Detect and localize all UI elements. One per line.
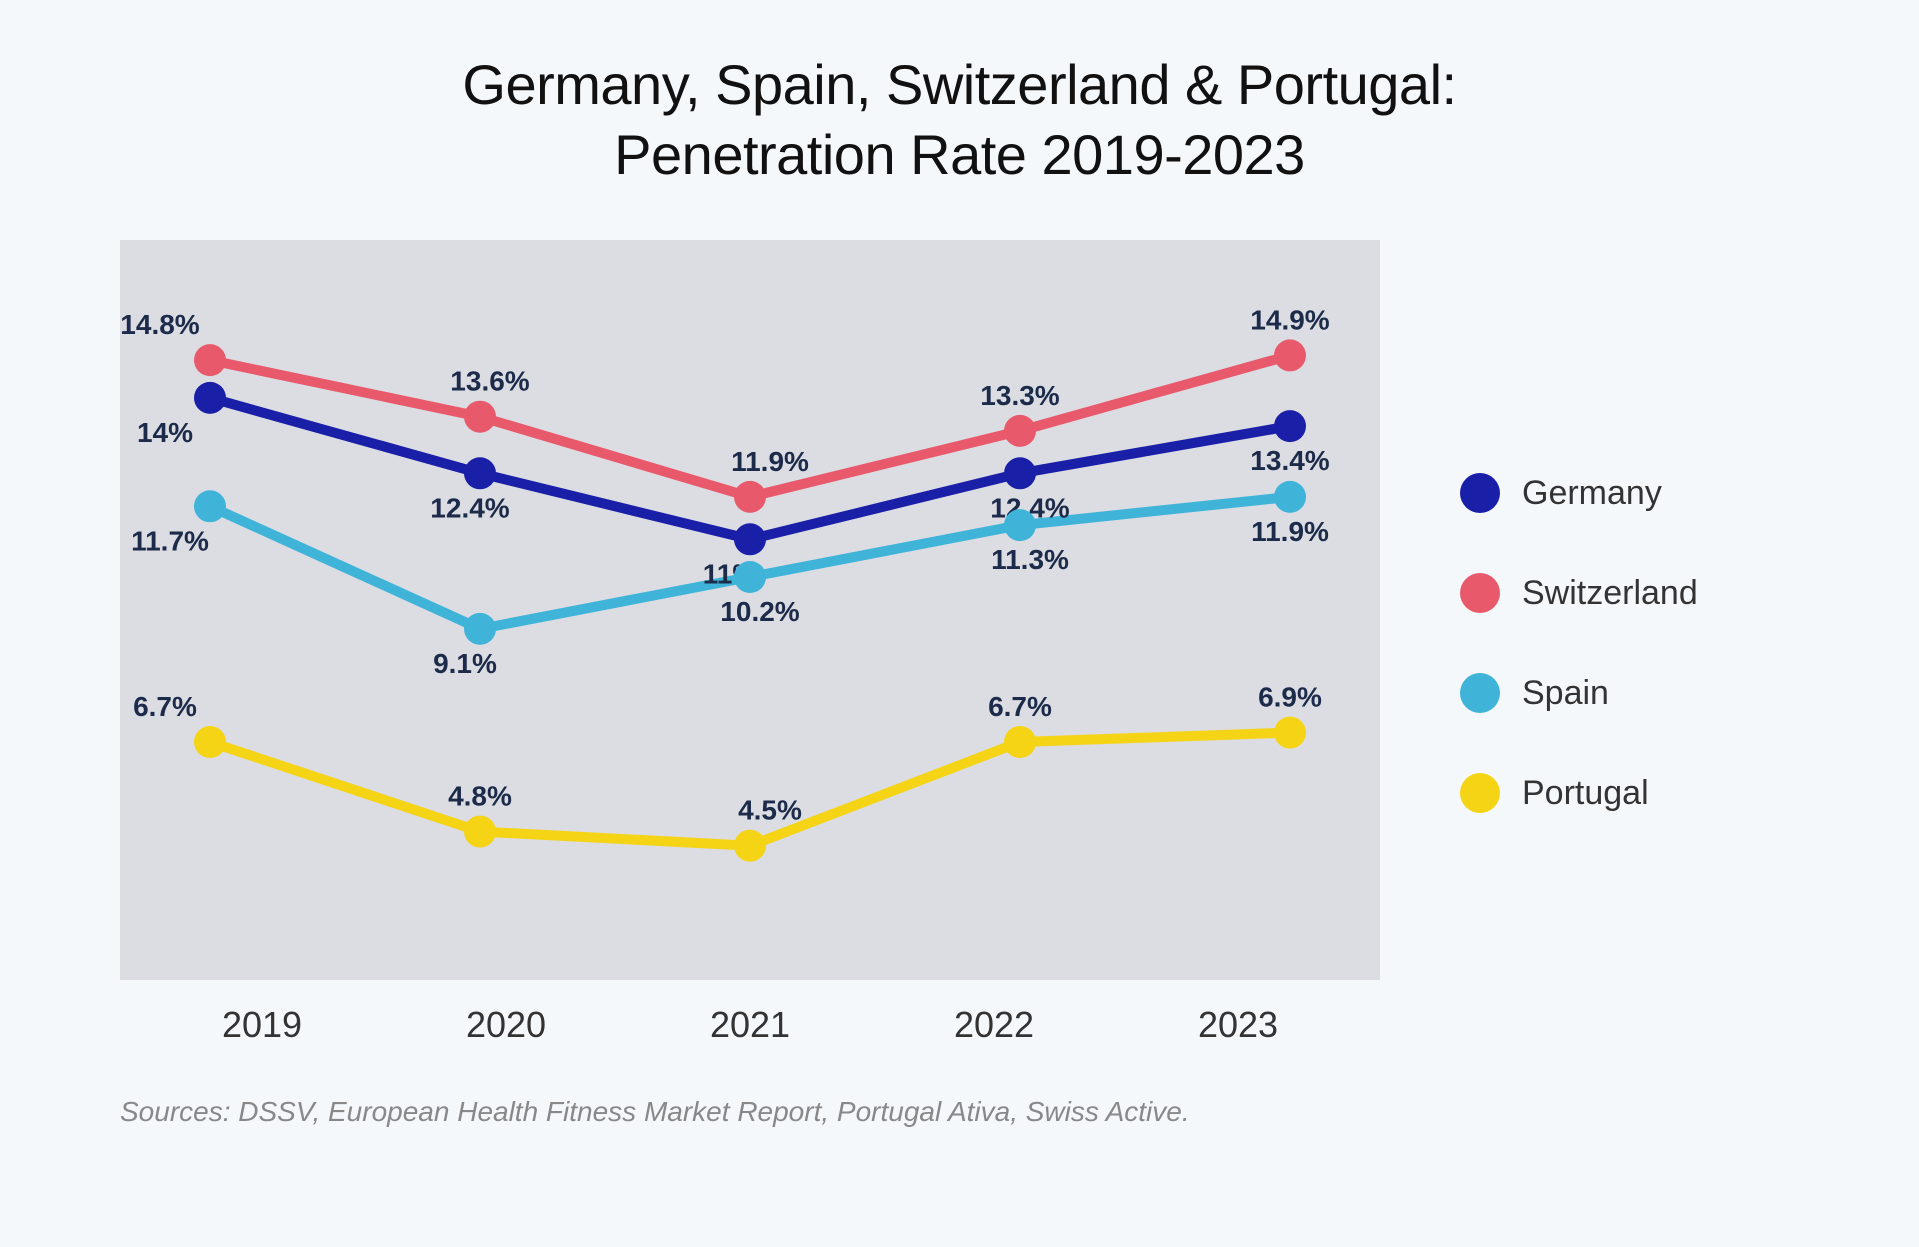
legend-label: Spain bbox=[1522, 674, 1609, 713]
data-point bbox=[194, 726, 226, 758]
chart-legend: Germany Switzerland Spain Portugal bbox=[1460, 473, 1698, 813]
legend-item-portugal: Portugal bbox=[1460, 773, 1698, 813]
data-point bbox=[464, 816, 496, 848]
data-label: 11.9% bbox=[731, 446, 809, 477]
data-label: 9.1% bbox=[433, 648, 497, 679]
data-label: 13.6% bbox=[450, 366, 529, 397]
data-label: 13.3% bbox=[980, 380, 1059, 411]
x-axis-tick: 2019 bbox=[140, 1004, 384, 1046]
legend-dot-icon bbox=[1460, 473, 1500, 513]
data-point bbox=[1274, 717, 1306, 749]
title-line-1: Germany, Spain, Switzerland & Portugal: bbox=[462, 53, 1456, 116]
data-point bbox=[194, 344, 226, 376]
legend-item-spain: Spain bbox=[1460, 673, 1698, 713]
legend-item-germany: Germany bbox=[1460, 473, 1698, 513]
data-label: 6.7% bbox=[988, 691, 1052, 722]
data-point bbox=[1274, 339, 1306, 371]
data-label: 6.7% bbox=[133, 691, 197, 722]
data-label: 11.9% bbox=[1251, 516, 1329, 547]
data-label: 4.5% bbox=[738, 795, 802, 826]
data-point bbox=[1274, 410, 1306, 442]
data-point bbox=[194, 382, 226, 414]
x-axis: 20192020202120222023 bbox=[120, 1004, 1380, 1046]
chart-plot-area: 14.8%13.6%11.9%13.3%14.9%14%12.4%11%12.4… bbox=[120, 240, 1380, 980]
data-point bbox=[1274, 481, 1306, 513]
data-label: 14.9% bbox=[1250, 304, 1329, 335]
data-point bbox=[1004, 415, 1036, 447]
legend-dot-icon bbox=[1460, 773, 1500, 813]
data-point bbox=[1004, 509, 1036, 541]
data-point bbox=[734, 523, 766, 555]
title-line-2: Penetration Rate 2019-2023 bbox=[614, 123, 1305, 186]
source-note: Sources: DSSV, European Health Fitness M… bbox=[120, 1096, 1799, 1128]
data-label: 14.8% bbox=[120, 309, 199, 340]
data-label: 14% bbox=[137, 417, 193, 448]
data-label: 10.2% bbox=[720, 596, 799, 627]
x-axis-tick: 2021 bbox=[628, 1004, 872, 1046]
data-point bbox=[1004, 457, 1036, 489]
chart-column: 14.8%13.6%11.9%13.3%14.9%14%12.4%11%12.4… bbox=[120, 240, 1380, 1046]
data-label: 13.4% bbox=[1250, 445, 1329, 476]
legend-label: Portugal bbox=[1522, 774, 1649, 813]
legend-label: Germany bbox=[1522, 474, 1662, 513]
data-label: 11.7% bbox=[131, 525, 209, 556]
data-point bbox=[734, 561, 766, 593]
legend-label: Switzerland bbox=[1522, 574, 1698, 613]
legend-dot-icon bbox=[1460, 573, 1500, 613]
x-axis-tick: 2020 bbox=[384, 1004, 628, 1046]
data-point bbox=[734, 830, 766, 862]
data-label: 4.8% bbox=[448, 781, 512, 812]
legend-dot-icon bbox=[1460, 673, 1500, 713]
data-point bbox=[734, 481, 766, 513]
legend-item-switzerland: Switzerland bbox=[1460, 573, 1698, 613]
line-chart-svg: 14.8%13.6%11.9%13.3%14.9%14%12.4%11%12.4… bbox=[120, 240, 1380, 980]
data-point bbox=[464, 457, 496, 489]
data-label: 6.9% bbox=[1258, 682, 1322, 713]
data-label: 11.3% bbox=[991, 544, 1069, 575]
data-point bbox=[464, 613, 496, 645]
chart-title: Germany, Spain, Switzerland & Portugal: … bbox=[120, 50, 1799, 190]
data-point bbox=[194, 490, 226, 522]
data-point bbox=[464, 401, 496, 433]
data-point bbox=[1004, 726, 1036, 758]
x-axis-tick: 2023 bbox=[1116, 1004, 1360, 1046]
chart-container: Germany, Spain, Switzerland & Portugal: … bbox=[0, 0, 1919, 1168]
series-line-portugal bbox=[210, 733, 1290, 846]
data-label: 12.4% bbox=[430, 492, 509, 523]
x-axis-tick: 2022 bbox=[872, 1004, 1116, 1046]
chart-row: 14.8%13.6%11.9%13.3%14.9%14%12.4%11%12.4… bbox=[120, 240, 1799, 1046]
